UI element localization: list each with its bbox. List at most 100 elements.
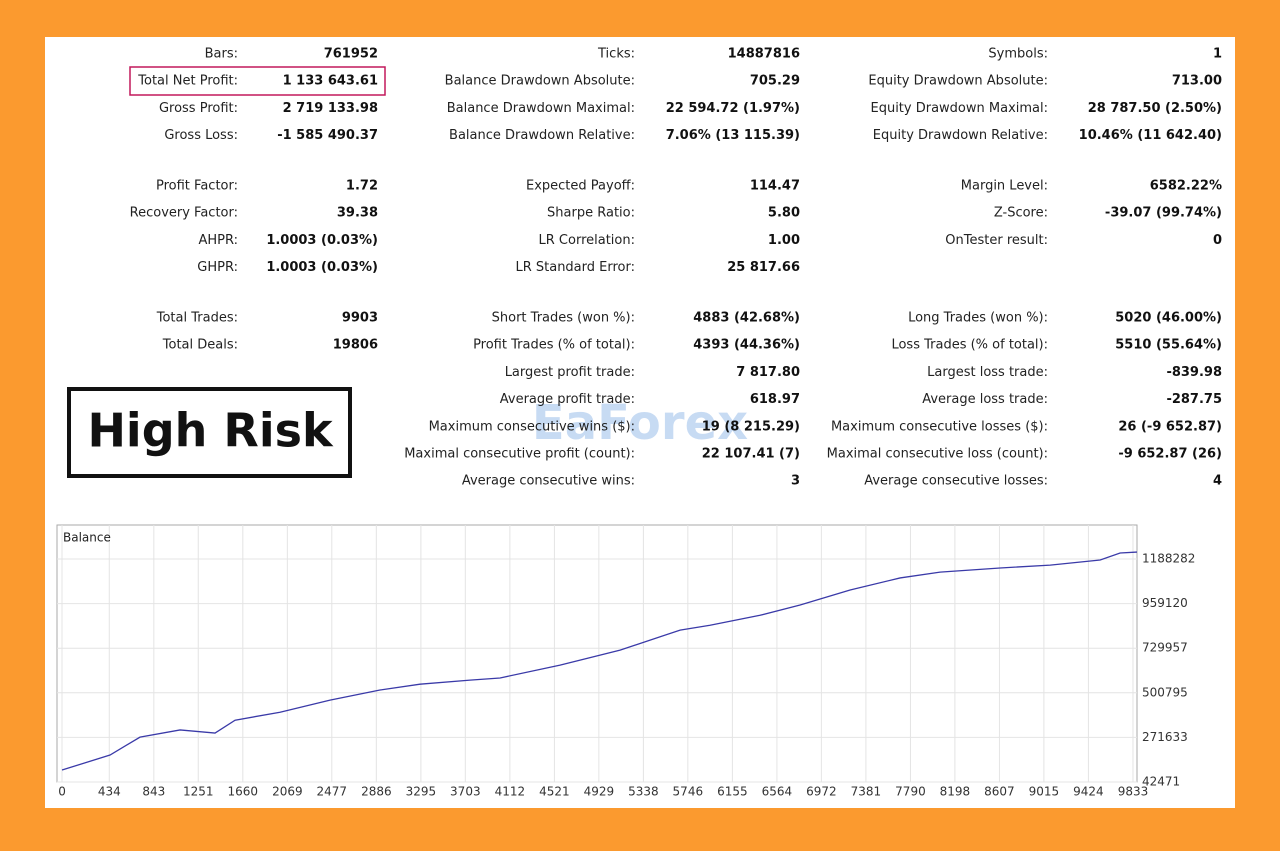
stat-label: Loss Trades (% of total): (891, 338, 1048, 353)
stat-value: 39.38 (337, 206, 378, 221)
stat-label: Equity Drawdown Maximal: (870, 101, 1048, 116)
stat-label: Z-Score: (994, 206, 1048, 221)
x-tick-label: 2886 (361, 785, 392, 799)
stat-value: -839.98 (1166, 365, 1222, 380)
risk-badge-box (67, 387, 352, 478)
stat-label: Profit Trades (% of total): (473, 338, 635, 353)
x-tick-label: 1660 (228, 785, 259, 799)
stat-label: Balance Drawdown Relative: (449, 128, 635, 143)
stat-value: 4 (1213, 474, 1222, 489)
x-tick-label: 843 (142, 785, 165, 799)
stat-value: 705.29 (750, 74, 800, 89)
stat-label: Ticks: (597, 47, 635, 62)
stat-label: Recovery Factor: (130, 206, 238, 221)
stat-label: Maximal consecutive loss (count): (827, 447, 1048, 462)
x-tick-label: 1251 (183, 785, 214, 799)
stat-label: Average consecutive losses: (864, 474, 1048, 489)
legend-label: Balance (63, 531, 111, 545)
x-tick-label: 2069 (272, 785, 303, 799)
stat-label: Long Trades (won %): (908, 311, 1048, 326)
stat-value: 713.00 (1172, 74, 1222, 89)
stat-value: 22 594.72 (1.97%) (666, 101, 800, 116)
stat-value: 5.80 (768, 206, 800, 221)
stat-value: 4393 (44.36%) (693, 338, 800, 353)
y-tick-label: 271633 (1142, 730, 1188, 744)
x-tick-label: 9015 (1029, 785, 1060, 799)
stat-label: Largest profit trade: (505, 365, 635, 380)
stat-label: AHPR: (198, 233, 238, 248)
x-tick-label: 5338 (628, 785, 659, 799)
stat-value: -39.07 (99.74%) (1105, 206, 1222, 221)
stat-label: OnTester result: (945, 233, 1048, 248)
stat-value: 1.0003 (0.03%) (266, 233, 378, 248)
y-tick-label: 1188282 (1142, 552, 1195, 566)
chart-frame (56, 524, 1138, 783)
stat-value: 19 (8 215.29) (702, 419, 800, 434)
x-tick-label: 9424 (1073, 785, 1104, 799)
stat-value: 22 107.41 (7) (702, 447, 800, 462)
stat-label: Sharpe Ratio: (547, 206, 635, 221)
x-tick-label: 6972 (806, 785, 837, 799)
x-tick-label: 7381 (851, 785, 882, 799)
x-tick-label: 4521 (539, 785, 570, 799)
stat-value: 0 (1213, 233, 1222, 248)
stat-value: 9903 (342, 311, 378, 326)
x-tick-label: 6155 (717, 785, 748, 799)
stat-value: 25 817.66 (727, 260, 800, 275)
stat-value: 19806 (333, 338, 378, 353)
stat-label: Maximum consecutive losses ($): (831, 419, 1048, 434)
x-tick-label: 6564 (762, 785, 793, 799)
x-tick-label: 7790 (895, 785, 926, 799)
stat-label: LR Standard Error: (515, 260, 635, 275)
stat-value: 618.97 (750, 392, 800, 407)
stat-value: 7.06% (13 115.39) (666, 128, 800, 143)
stat-label: Margin Level: (961, 179, 1048, 194)
stat-label: LR Correlation: (539, 233, 635, 248)
stat-value: 26 (-9 652.87) (1118, 419, 1222, 434)
stat-value: 3 (791, 474, 800, 489)
stat-value: 1.00 (768, 233, 800, 248)
stat-label: Largest loss trade: (927, 365, 1048, 380)
stat-value: -1 585 490.37 (277, 128, 378, 143)
stat-label: Maximal consecutive profit (count): (404, 447, 635, 462)
stat-label: Balance Drawdown Maximal: (447, 101, 635, 116)
x-tick-label: 3295 (406, 785, 437, 799)
stat-value: 114.47 (750, 179, 800, 194)
y-tick-label: 729957 (1142, 641, 1188, 655)
stat-value: 6582.22% (1150, 179, 1222, 194)
x-tick-label: 8607 (984, 785, 1015, 799)
x-tick-label: 434 (98, 785, 121, 799)
stat-label: Equity Drawdown Absolute: (868, 74, 1048, 89)
stat-label: Average loss trade: (922, 392, 1048, 407)
stat-label: Total Deals: (162, 338, 238, 353)
stat-label: Total Trades: (156, 311, 238, 326)
stat-value: -9 652.87 (26) (1118, 447, 1222, 462)
x-tick-label: 5746 (673, 785, 704, 799)
stat-value: 1.72 (346, 179, 378, 194)
stat-value: 10.46% (11 642.40) (1079, 128, 1222, 143)
stat-value: 2 719 133.98 (283, 101, 378, 116)
stat-label: Total Net Profit: (137, 74, 238, 89)
stat-value: 761952 (324, 47, 378, 62)
stat-label: Equity Drawdown Relative: (873, 128, 1048, 143)
stat-value: 7 817.80 (736, 365, 800, 380)
watermark: EaForex (532, 395, 748, 451)
y-tick-label: 42471 (1142, 775, 1180, 789)
y-tick-label: 500795 (1142, 685, 1188, 699)
stat-value: 4883 (42.68%) (693, 311, 800, 326)
stat-label: Expected Payoff: (526, 179, 635, 194)
stat-value: -287.75 (1166, 392, 1222, 407)
stat-value: 1 133 643.61 (283, 74, 378, 89)
stat-label: GHPR: (197, 260, 238, 275)
stat-value: 5510 (55.64%) (1115, 338, 1222, 353)
stat-label: Short Trades (won %): (492, 311, 635, 326)
stat-label: Symbols: (988, 47, 1048, 62)
stat-label: Gross Profit: (159, 101, 238, 116)
x-tick-label: 9833 (1118, 785, 1149, 799)
stat-label: Profit Factor: (156, 179, 238, 194)
stat-label: Gross Loss: (164, 128, 238, 143)
risk-badge: High Risk (87, 404, 334, 458)
x-tick-label: 4112 (495, 785, 526, 799)
